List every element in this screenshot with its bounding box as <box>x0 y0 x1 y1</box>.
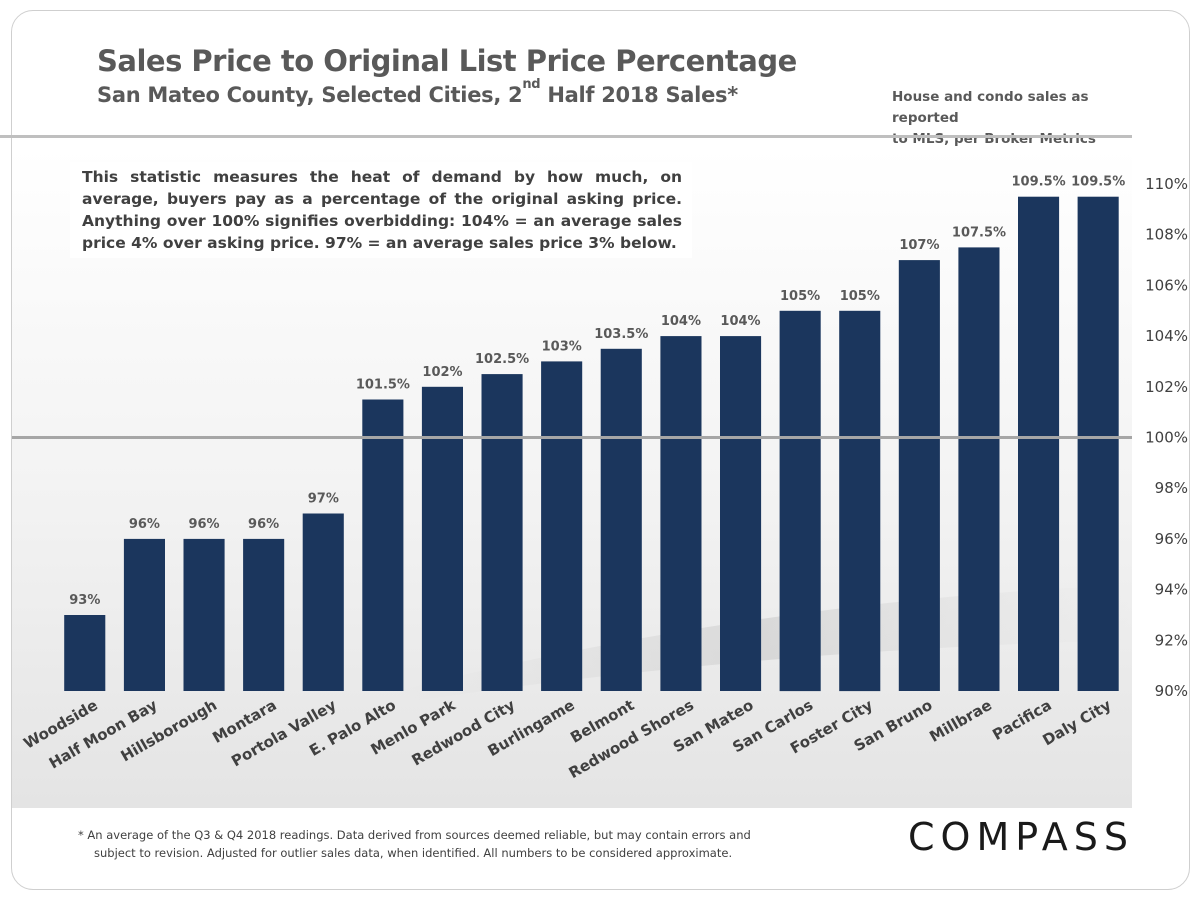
data-label-woodside: 93% <box>69 593 100 608</box>
bar-redwood-city <box>481 374 523 691</box>
y-tick-label: 106% <box>1145 276 1188 294</box>
data-label-portola-valley: 97% <box>308 492 339 507</box>
y-tick-label: 102% <box>1145 378 1188 396</box>
floor-shadow <box>400 585 1130 700</box>
bar-daly-city <box>1077 196 1119 691</box>
data-label-belmont: 103.5% <box>594 327 648 342</box>
subtitle-superscript: nd <box>522 77 541 92</box>
bar-redwood-shores <box>660 336 702 691</box>
bar-portola-valley <box>302 513 344 691</box>
data-label-redwood-city: 102.5% <box>475 352 529 367</box>
y-tick-label: 104% <box>1145 327 1188 345</box>
y-axis-ticks: 90% 92% 94% 96% 98% 100% 102% 104% 106% 108% 110% <box>1145 175 1188 700</box>
bar-san-mateo <box>720 336 762 691</box>
data-label-burlingame: 103% <box>542 339 582 354</box>
bars-group <box>64 196 1119 692</box>
header-divider <box>0 135 1132 138</box>
data-label-pacifica: 109.5% <box>1012 175 1066 190</box>
subtitle-text-end: Half 2018 Sales* <box>540 83 738 107</box>
data-label-hillsborough: 96% <box>188 517 219 532</box>
source-note: House and condo sales as reported to MLS… <box>892 87 1152 150</box>
chart-title: Sales Price to Original List Price Perce… <box>97 44 797 78</box>
data-labels-group: 93% 96% 96% 96% 97% 101.5% 102% 102.5% 103% 103.5… <box>69 175 1125 608</box>
footnote: * An average of the Q3 & Q4 2018 reading… <box>78 826 838 862</box>
data-label-san-mateo: 104% <box>720 314 760 329</box>
explanation-box: This statistic measures the heat of dema… <box>70 162 692 258</box>
data-label-half-moon-bay: 96% <box>129 517 160 532</box>
data-label-e-palo-alto: 101.5% <box>356 378 410 393</box>
data-label-redwood-shores: 104% <box>661 314 701 329</box>
data-label-daly-city: 109.5% <box>1071 175 1125 190</box>
bar-millbrae <box>958 247 1000 691</box>
data-label-san-bruno: 107% <box>899 238 939 253</box>
footnote-line-2: subject to revision. Adjusted for outlie… <box>94 846 733 860</box>
bar-e-palo-alto <box>362 399 404 691</box>
bar-woodside <box>64 615 106 691</box>
bar-foster-city <box>839 310 881 692</box>
bar-montara <box>243 538 285 691</box>
bar-menlo-park <box>421 386 463 691</box>
y-tick-label: 98% <box>1155 479 1188 497</box>
y-tick-label: 92% <box>1155 631 1188 649</box>
data-label-montara: 96% <box>248 517 279 532</box>
bar-san-bruno <box>898 260 940 691</box>
bar-belmont <box>600 348 642 691</box>
chart-subtitle: San Mateo County, Selected Cities, 2nd H… <box>97 77 738 107</box>
data-label-millbrae: 107.5% <box>952 225 1006 240</box>
subtitle-text: San Mateo County, Selected Cities, 2 <box>97 83 523 107</box>
bar-san-carlos <box>779 310 821 692</box>
bar-burlingame <box>541 361 583 691</box>
data-label-menlo-park: 102% <box>422 365 462 380</box>
y-tick-label: 100% <box>1145 429 1188 447</box>
compass-logo: COMPASS <box>908 815 1134 859</box>
y-tick-label: 96% <box>1155 530 1188 548</box>
y-tick-label: 94% <box>1155 581 1188 599</box>
y-tick-label: 110% <box>1145 175 1188 193</box>
data-label-san-carlos: 105% <box>780 289 820 304</box>
bar-hillsborough <box>183 538 225 691</box>
footnote-line-1: * An average of the Q3 & Q4 2018 reading… <box>78 828 751 842</box>
bar-pacifica <box>1018 196 1060 691</box>
y-tick-label: 108% <box>1145 226 1188 244</box>
y-tick-label: 90% <box>1155 682 1188 700</box>
data-label-foster-city: 105% <box>840 289 880 304</box>
source-line-1: House and condo sales as reported <box>892 89 1089 126</box>
source-line-2: to MLS, per Broker Metrics <box>892 131 1096 147</box>
bar-half-moon-bay <box>123 538 165 691</box>
